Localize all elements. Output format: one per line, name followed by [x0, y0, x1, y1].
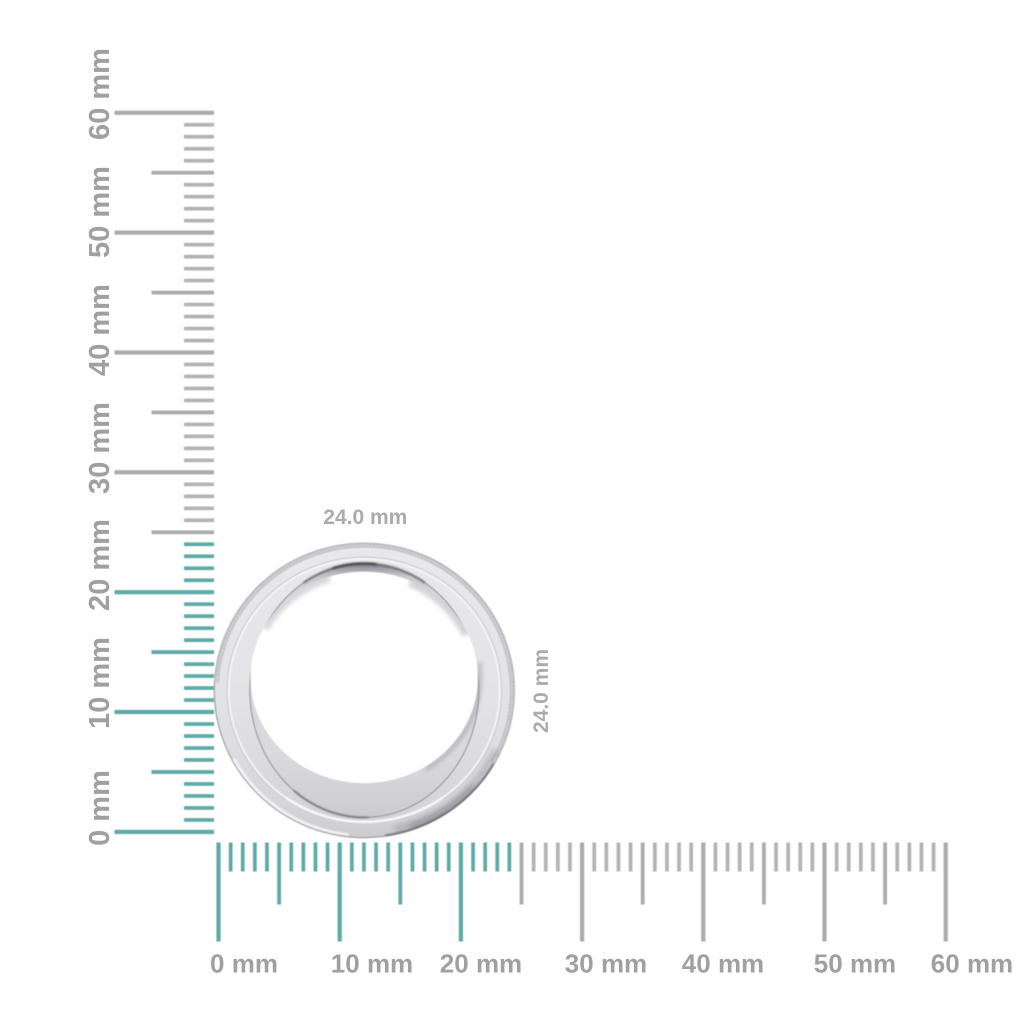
svg-text:30 mm: 30 mm	[84, 402, 116, 494]
svg-text:0 mm: 0 mm	[84, 770, 116, 846]
svg-text:50 mm: 50 mm	[814, 949, 896, 979]
svg-text:24.0 mm: 24.0 mm	[323, 506, 407, 529]
svg-text:20 mm: 20 mm	[84, 519, 116, 611]
svg-text:24.0 mm: 24.0 mm	[530, 649, 553, 733]
svg-text:40 mm: 40 mm	[84, 284, 116, 376]
svg-text:60 mm: 60 mm	[931, 949, 1013, 979]
svg-text:40 mm: 40 mm	[682, 949, 764, 979]
svg-text:0 mm: 0 mm	[210, 949, 278, 979]
svg-text:50 mm: 50 mm	[84, 166, 116, 258]
svg-text:10 mm: 10 mm	[84, 637, 116, 729]
svg-text:60 mm: 60 mm	[84, 48, 116, 140]
svg-text:20 mm: 20 mm	[440, 949, 522, 979]
svg-text:10 mm: 10 mm	[331, 949, 413, 979]
svg-text:30 mm: 30 mm	[565, 949, 647, 979]
